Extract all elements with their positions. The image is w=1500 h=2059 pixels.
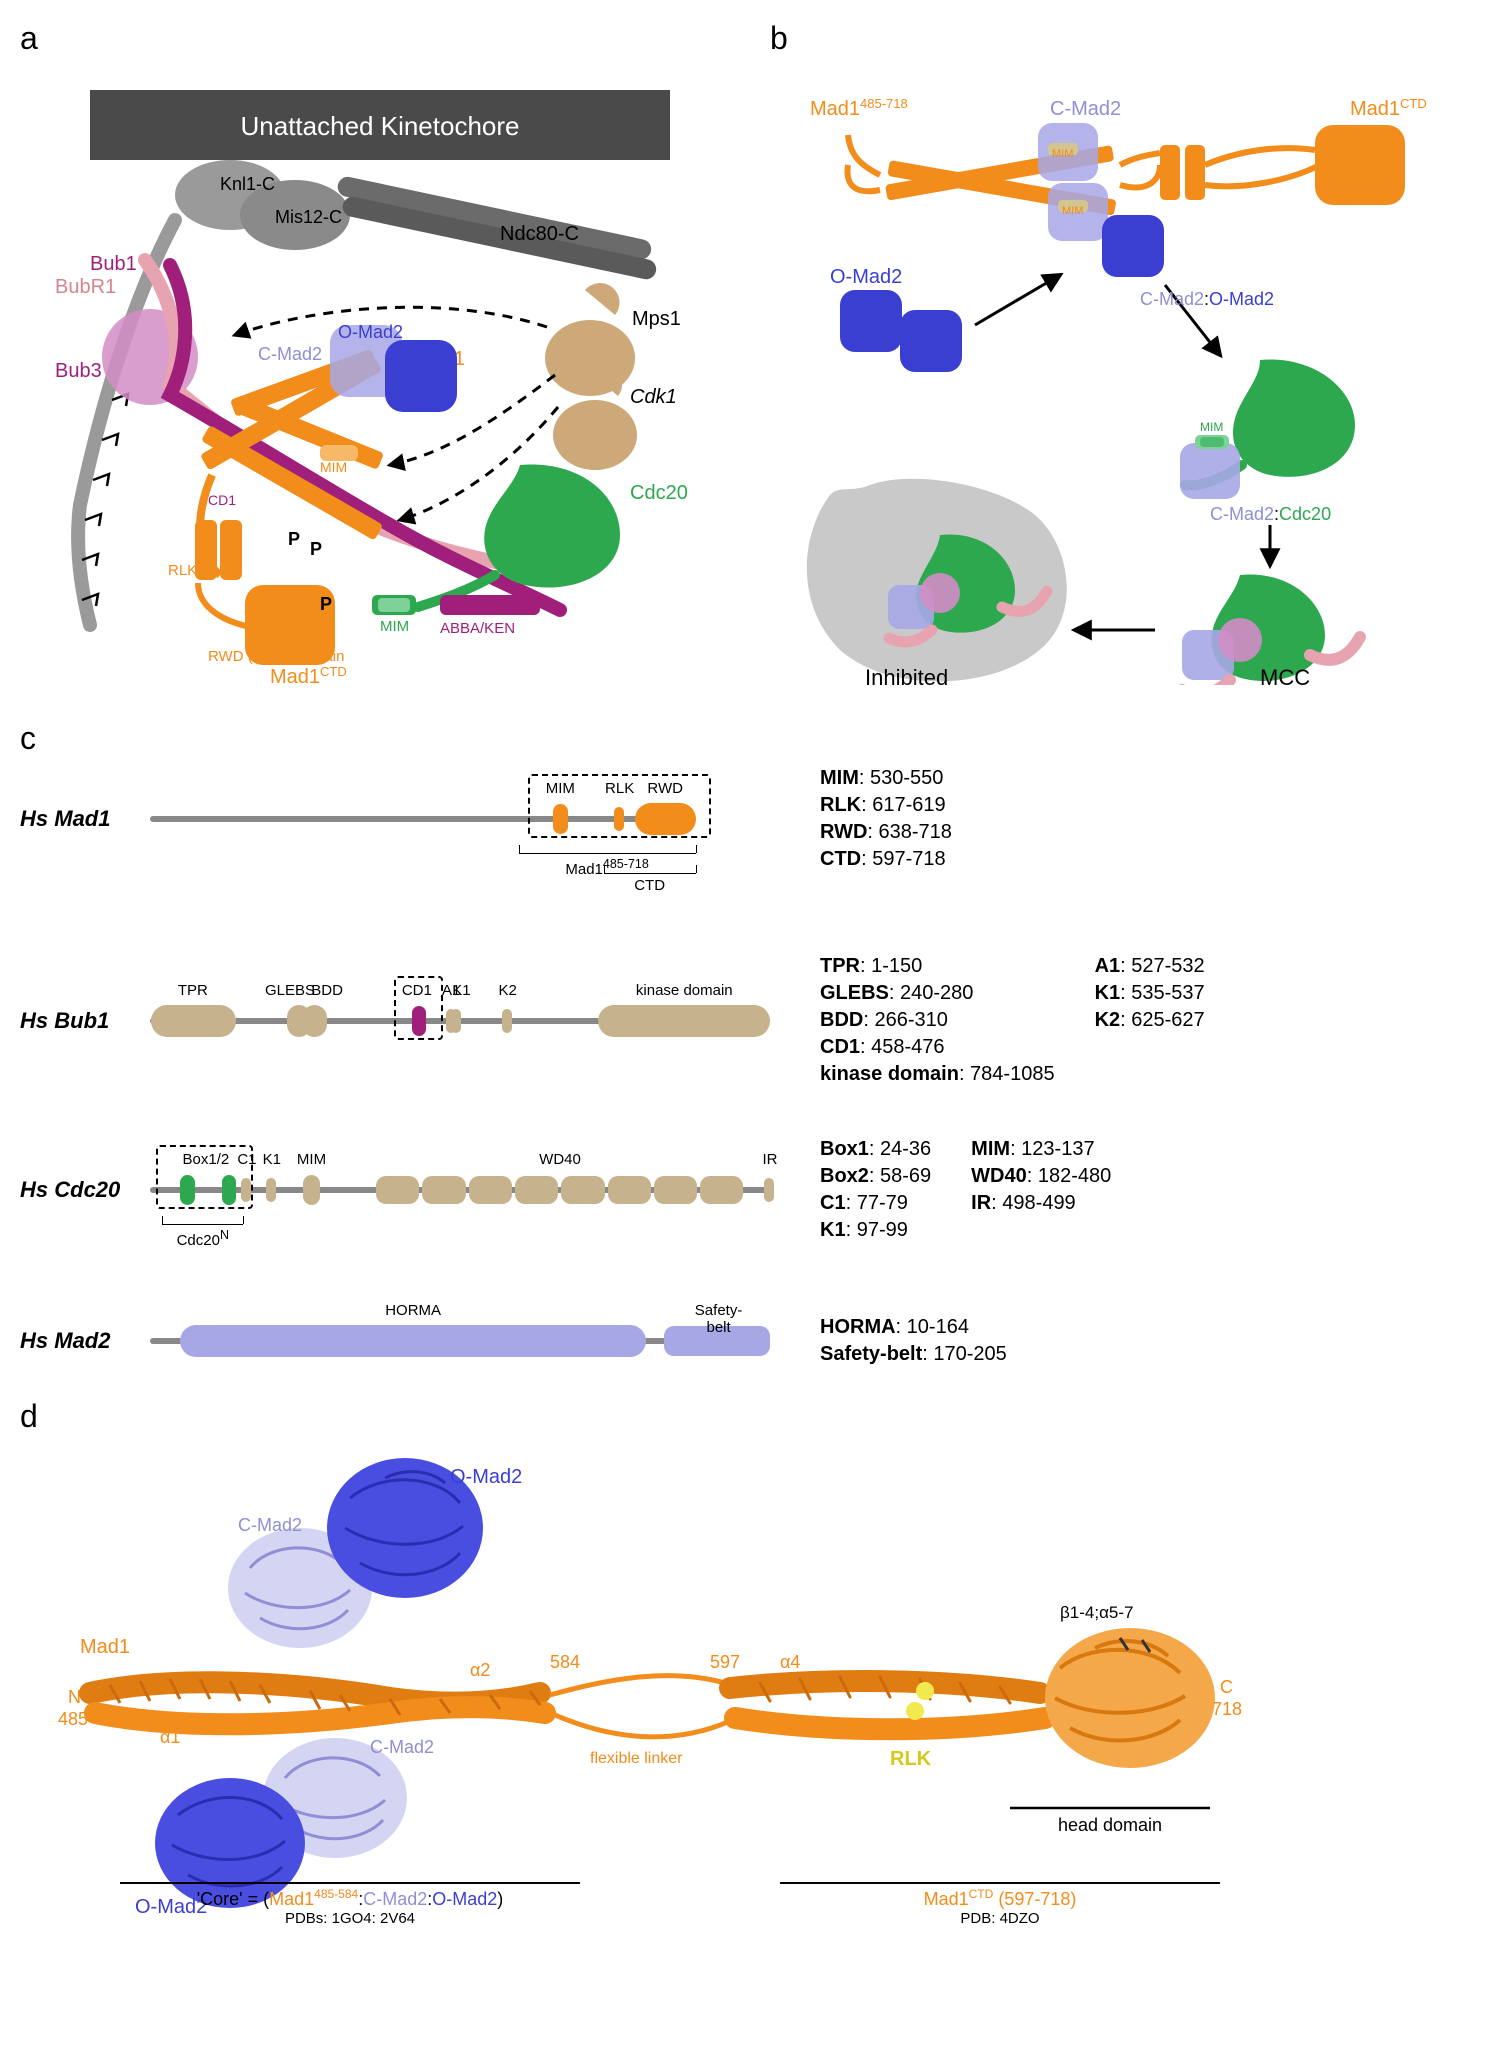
svg-text:Mad1: Mad1 xyxy=(80,1636,130,1658)
panel-label-b: b xyxy=(770,20,1480,57)
inhibited-label: Inhibited xyxy=(865,665,948,685)
svg-text:α1: α1 xyxy=(160,1727,180,1747)
domain-K1 xyxy=(451,1009,461,1033)
figure: a Unattached Kinetochore Knl1-C Mis12-C … xyxy=(20,20,1480,1928)
cdk1-label: Cdk1 xyxy=(630,386,677,408)
svg-text:P: P xyxy=(288,529,300,549)
mad1-485-label: Mad1485-718 xyxy=(810,96,908,121)
ndc80-label: Ndc80-C xyxy=(500,223,579,245)
protein-name: Hs Cdc20 xyxy=(20,1177,150,1203)
svg-text:α2: α2 xyxy=(470,1660,490,1680)
bubr1-label: BubR1 xyxy=(55,276,116,298)
mps1-label: Mps1 xyxy=(632,308,681,330)
rwd-a-label: RWD (head) domain xyxy=(208,648,344,665)
svg-text:PDB: 4DZO: PDB: 4DZO xyxy=(960,1910,1039,1923)
bub1-label: Bub1 xyxy=(90,253,137,275)
cmad2-a-label: C-Mad2 xyxy=(258,344,322,364)
panel-label-c: c xyxy=(20,720,1480,757)
svg-text:head domain: head domain xyxy=(1058,1815,1162,1835)
svg-text:β1-4;α5-7: β1-4;α5-7 xyxy=(1060,1603,1133,1622)
panel-d-svg: Mad1 N 485 α1 MIM α2 584 597 α4 flexible… xyxy=(20,1443,1420,1923)
panel-label-d: d xyxy=(20,1398,1480,1435)
svg-text:MIM: MIM xyxy=(1200,420,1223,434)
svg-text:718: 718 xyxy=(1212,1699,1242,1719)
footer-left: 'Core' = (Mad1485-584:C-Mad2:O-Mad2) xyxy=(197,1887,504,1909)
knl1-label: Knl1-C xyxy=(220,174,275,194)
mim-cdc20-label: MIM xyxy=(380,618,409,635)
panel-d: d xyxy=(20,1398,1480,1928)
protein-name: Hs Mad1 xyxy=(20,806,150,832)
domain-row-Hs-Mad2: Hs Mad2HORMASafety-beltHORMA: 10-164Safe… xyxy=(20,1314,1480,1368)
domain-HORMA xyxy=(180,1325,646,1357)
cd1-a-label: CD1 xyxy=(208,492,236,508)
cdc20-a-label: Cdc20 xyxy=(630,482,688,504)
svg-text:RLK: RLK xyxy=(890,1748,932,1770)
svg-text:N: N xyxy=(68,1687,81,1707)
svg-text:584: 584 xyxy=(550,1652,580,1672)
svg-text:α4: α4 xyxy=(780,1652,800,1672)
omad2-free-label: O-Mad2 xyxy=(830,266,902,288)
footer-right: Mad1CTD (597-718) xyxy=(924,1887,1077,1909)
domain-row-Hs-Bub1: Hs Bub1TPRGLEBSBDDCD1A1K1K2kinase domain… xyxy=(20,953,1480,1088)
domain-kinase xyxy=(598,1005,770,1037)
bub3-label: Bub3 xyxy=(55,360,102,382)
svg-text:MIM: MIM xyxy=(290,1713,321,1730)
panel-b-svg: Mad1485-718 C-Mad2 Mad1CTD MIM MIM O-Mad… xyxy=(770,65,1470,685)
svg-text:C-Mad2: C-Mad2 xyxy=(238,1515,302,1535)
domain-BDD xyxy=(302,1005,327,1037)
domain-row-Hs-Mad1: Hs Mad1MIMRLKRWDMad1485-718CTDMIM: 530-5… xyxy=(20,765,1480,873)
panel-label-a: a xyxy=(20,20,740,57)
panel-a-svg: Unattached Kinetochore Knl1-C Mis12-C Nd… xyxy=(20,65,740,685)
svg-text:P: P xyxy=(320,594,332,614)
svg-text:597: 597 xyxy=(710,1652,740,1672)
svg-text:P: P xyxy=(310,539,322,559)
mad1ctd-b-label: Mad1CTD xyxy=(1350,96,1427,121)
mad1ctd-a-label: Mad1CTD xyxy=(270,664,347,686)
rlk-a-label: RLK xyxy=(168,562,197,579)
kinetochore-label: Unattached Kinetochore xyxy=(241,111,520,141)
svg-text:C-Mad2: C-Mad2 xyxy=(370,1737,434,1757)
cmad2-cdc20-label: C-Mad2:Cdc20 xyxy=(1210,504,1331,524)
panel-row-ab: a Unattached Kinetochore Knl1-C Mis12-C … xyxy=(20,20,1480,690)
protein-name: Hs Mad2 xyxy=(20,1328,150,1354)
protein-name: Hs Bub1 xyxy=(20,1008,150,1034)
mis12-label: Mis12-C xyxy=(275,207,342,227)
svg-text:O-Mad2: O-Mad2 xyxy=(450,1466,522,1488)
domain-MIM xyxy=(303,1175,320,1205)
svg-text:C: C xyxy=(1220,1677,1233,1697)
domain-TPR xyxy=(151,1005,236,1037)
svg-text:flexible linker: flexible linker xyxy=(590,1750,683,1767)
mcc-label: MCC xyxy=(1260,665,1310,685)
svg-text:PDBs: 1GO4; 2V64: PDBs: 1GO4; 2V64 xyxy=(285,1910,415,1923)
domain-K1 xyxy=(266,1178,276,1202)
cmad2-t-label: C-Mad2 xyxy=(1050,98,1121,120)
svg-text:485: 485 xyxy=(58,1709,88,1729)
domain-IR xyxy=(764,1178,774,1202)
domain-K2 xyxy=(502,1009,512,1033)
panel-b: b Mad1485-718 C-Mad2 Mad1CTD xyxy=(770,20,1480,690)
mim-a-label: MIM xyxy=(320,459,347,475)
svg-text:MIM: MIM xyxy=(1062,205,1083,217)
cmad2-omad2-label: C-Mad2:O-Mad2 xyxy=(1140,289,1274,309)
panel-c: c Hs Mad1MIMRLKRWDMad1485-718CTDMIM: 530… xyxy=(20,720,1480,1368)
domain-row-Hs-Cdc20: Hs Cdc20Box1/2C1K1MIMWD40IRCdc20NBox1: 2… xyxy=(20,1136,1480,1244)
panel-a: a Unattached Kinetochore Knl1-C Mis12-C … xyxy=(20,20,740,690)
svg-text:MIM: MIM xyxy=(1052,148,1073,160)
abbaken-label: ABBA/KEN xyxy=(440,620,515,637)
omad2-a-label: O-Mad2 xyxy=(338,322,403,342)
